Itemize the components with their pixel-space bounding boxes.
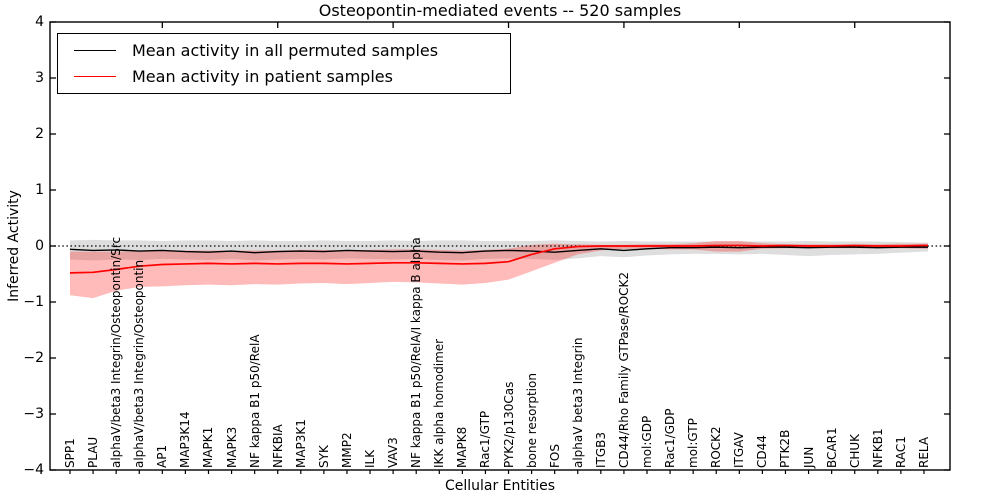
patient-mean-line: [69, 244, 928, 274]
x-tick-label: IKK alpha homodimer: [432, 338, 447, 468]
x-tick-label: MAPK1: [201, 426, 216, 468]
y-tick-label: 4: [35, 14, 44, 30]
x-tick-label: ROCK2: [709, 426, 724, 468]
x-tick-label: AP1: [155, 444, 170, 468]
x-tick-label: NF kappa B1 p50/RelA/I kappa B alpha: [409, 237, 424, 468]
x-tick-label: SPP1: [63, 438, 77, 468]
x-tick-label: RAC1: [893, 436, 908, 468]
x-tick-label: SYK: [316, 445, 331, 468]
legend-label-permuted: Mean activity in all permuted samples: [132, 41, 439, 60]
x-tick-label: bone resorption: [524, 373, 539, 468]
x-tick-label: CD44: [755, 435, 770, 468]
x-tick-label: RELA: [916, 436, 931, 468]
x-tick-label: mol:GDP: [640, 415, 654, 468]
x-tick-label: MAP3K14: [178, 411, 193, 468]
chart-title: Osteopontin-mediated events -- 520 sampl…: [318, 1, 682, 20]
x-tick-label: MAP3K1: [293, 419, 308, 468]
x-tick-label: alphaV beta3 Integrin: [570, 337, 585, 468]
x-tick-label: ITGB3: [593, 431, 608, 468]
x-tick-label: PLAU: [86, 436, 101, 468]
patient-line-swatch: [74, 76, 116, 77]
x-tick-label: NFKBIA: [270, 424, 285, 468]
legend-label-patient: Mean activity in patient samples: [132, 67, 393, 86]
x-tick-label: MMP2: [339, 432, 354, 468]
permuted-mean-line: [69, 246, 928, 254]
x-tick-label: NF kappa B1 p50/RelA: [247, 334, 262, 468]
x-tick-label: CHUK: [847, 433, 862, 468]
x-tick-label: FOS: [547, 444, 562, 468]
x-tick-label: CD44/Rho Family GTPase/ROCK2: [616, 271, 631, 468]
x-tick-label: PYK2/p130Cas: [501, 381, 516, 468]
y-tick-label: 3: [35, 70, 44, 86]
x-tick-label: Rac1/GTP: [478, 410, 493, 468]
y-tick-label: 1: [35, 182, 44, 198]
x-tick-label: alphaV/beta3 Integrin/Osteopontin: [132, 259, 147, 468]
y-tick-label: −3: [23, 406, 44, 422]
x-tick-label: MAPK8: [455, 426, 470, 468]
x-tick-label: NFKB1: [870, 428, 885, 468]
x-tick-label: JUN: [801, 446, 816, 468]
legend-item-permuted: Mean activity in all permuted samples: [74, 41, 510, 60]
patient-band: [70, 240, 928, 299]
y-tick-label: 2: [35, 126, 44, 142]
x-tick-label: mol:GTP: [686, 418, 701, 468]
x-tick-label: Rac1/GDP: [663, 408, 678, 468]
y-tick-label: −1: [23, 294, 44, 310]
x-tick-label: PTK2B: [778, 429, 793, 468]
x-tick-label: alphaV/beta3 Integrin/Osteopontin/Src: [109, 236, 124, 468]
permuted-line-swatch: [74, 50, 116, 51]
x-tick-label: ITGAV: [732, 432, 747, 468]
y-tick-label: 0: [35, 238, 44, 254]
x-tick-label: ILK: [363, 449, 378, 468]
y-tick-label: −2: [23, 350, 44, 366]
x-tick-label: BCAR1: [824, 427, 839, 468]
x-tick-label: VAV3: [386, 437, 401, 468]
legend-item-patient: Mean activity in patient samples: [74, 67, 510, 86]
x-tick-label: MAPK3: [224, 426, 239, 468]
y-tick-label: −4: [23, 462, 44, 478]
x-axis-label: Cellular Entities: [444, 478, 556, 494]
legend: Mean activity in all permuted samples Me…: [57, 33, 511, 94]
